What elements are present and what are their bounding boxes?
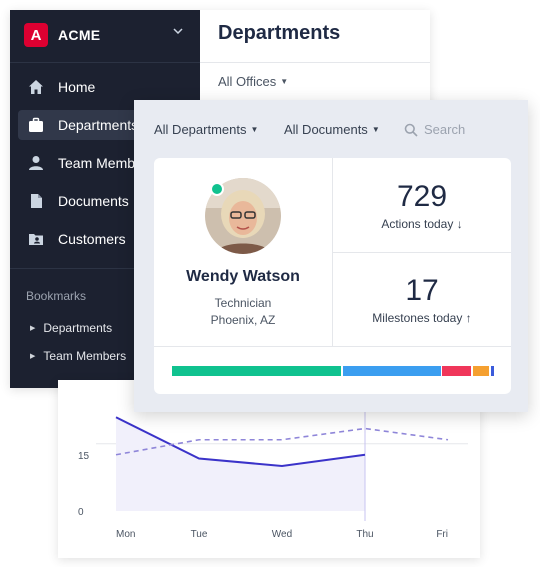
- line-chart: 0 15 Mon Tue Wed Thu Fri: [78, 410, 468, 540]
- sidebar-item-label: Customers: [58, 231, 126, 247]
- series-line: [115, 416, 366, 468]
- document-filter-dropdown[interactable]: All Documents ▼: [284, 122, 380, 137]
- profile-card: Wendy Watson Technician Phoenix, AZ 729 …: [154, 158, 511, 394]
- search-placeholder: Search: [424, 122, 466, 137]
- progress-bar: [172, 366, 495, 376]
- home-icon: [27, 78, 45, 96]
- document-filter-label: All Documents: [284, 122, 368, 137]
- brand-logo: A: [24, 23, 48, 47]
- office-filter-dropdown[interactable]: All Offices ▼: [218, 74, 288, 89]
- bookmarks-heading: Bookmarks: [26, 289, 87, 303]
- sidebar-item-label: Home: [58, 79, 96, 95]
- milestones-count: 17: [405, 274, 439, 307]
- bookmark-item-team-members[interactable]: ▶ Team Members: [30, 349, 126, 363]
- actions-label: Actions today ↓: [381, 217, 463, 231]
- x-tick-label: Thu: [356, 529, 373, 540]
- progress-gap: [489, 366, 492, 376]
- caret-down-icon: ▼: [250, 125, 259, 134]
- person-icon: [27, 154, 45, 172]
- progress-gap: [341, 366, 344, 376]
- online-status-dot: [210, 182, 224, 196]
- profile-location: Phoenix, AZ: [210, 313, 276, 327]
- progress-segment: [172, 366, 342, 376]
- profile-role: Technician: [214, 296, 272, 310]
- caret-right-icon: ▶: [30, 353, 36, 360]
- office-filter-label: All Offices: [218, 74, 277, 89]
- card-divider: [154, 346, 511, 347]
- search-input[interactable]: Search: [404, 122, 465, 137]
- sidebar-divider: [10, 268, 200, 269]
- sidebar-item-label: Departments: [58, 117, 139, 133]
- sidebar-item-team-members[interactable]: Team Members: [18, 148, 200, 178]
- y-tick-label: 0: [78, 507, 84, 518]
- actions-count: 729: [396, 180, 448, 213]
- card-divider: [332, 158, 333, 346]
- brand-name: ACME: [58, 27, 101, 43]
- x-tick-label: Fri: [436, 529, 448, 540]
- card-divider: [333, 252, 511, 253]
- page-title: Departments: [218, 22, 341, 44]
- chevron-down-icon[interactable]: [173, 28, 183, 34]
- progress-segment: [491, 366, 495, 376]
- briefcase-icon: [27, 116, 45, 134]
- profile-name: Wendy Watson: [186, 268, 300, 285]
- department-filter-label: All Departments: [154, 122, 247, 137]
- document-icon: [27, 192, 45, 210]
- sidebar-divider: [10, 62, 200, 63]
- sidebar-item-label: Documents: [58, 193, 129, 209]
- bookmark-label: Team Members: [43, 349, 127, 363]
- caret-down-icon: ▼: [280, 77, 289, 86]
- sidebar-item-customers[interactable]: Customers: [18, 224, 200, 254]
- progress-segment: [343, 366, 441, 376]
- x-tick-label: Wed: [272, 529, 292, 540]
- sidebar-item-documents[interactable]: Documents: [18, 186, 200, 216]
- x-tick-label: Mon: [116, 529, 135, 540]
- header-divider: [200, 62, 430, 63]
- department-panel: All Departments ▼ All Documents ▼ Search W…: [134, 100, 528, 412]
- progress-gap: [471, 366, 474, 376]
- caret-right-icon: ▶: [30, 325, 36, 332]
- bookmark-item-departments[interactable]: ▶ Departments: [30, 321, 112, 335]
- sidebar-item-home[interactable]: Home: [18, 72, 200, 102]
- bookmark-label: Departments: [43, 321, 113, 335]
- y-tick-label: 15: [78, 451, 90, 462]
- search-icon: [404, 123, 418, 137]
- brand[interactable]: A ACME: [24, 23, 100, 47]
- folder-user-icon: [27, 230, 45, 248]
- sidebar-item-label: Team Members: [58, 155, 155, 171]
- milestones-label: Milestones today ↑: [372, 311, 472, 325]
- area-fill: [116, 417, 365, 511]
- caret-down-icon: ▼: [371, 125, 380, 134]
- x-tick-label: Tue: [191, 529, 208, 540]
- progress-segment: [473, 366, 490, 376]
- progress-segment: [442, 366, 472, 376]
- progress-gap: [440, 366, 443, 376]
- series-line: [115, 427, 449, 456]
- department-filter-dropdown[interactable]: All Departments ▼: [154, 122, 258, 137]
